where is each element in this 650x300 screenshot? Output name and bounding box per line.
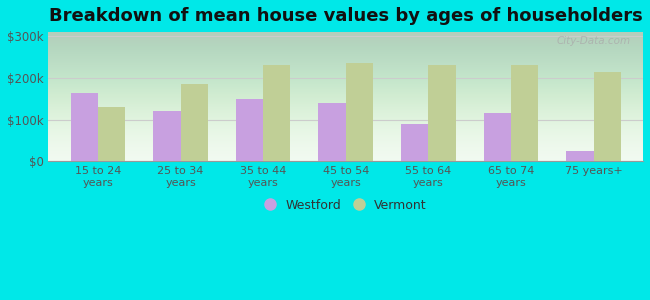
- Bar: [511, 65, 538, 161]
- Legend: Westford, Vermont: Westford, Vermont: [260, 194, 431, 217]
- Bar: [593, 72, 621, 161]
- Bar: [401, 124, 428, 161]
- Text: City-Data.com: City-Data.com: [557, 36, 631, 46]
- Bar: [428, 64, 456, 161]
- Bar: [484, 113, 511, 161]
- Bar: [346, 63, 373, 161]
- Title: Breakdown of mean house values by ages of householders: Breakdown of mean house values by ages o…: [49, 7, 643, 25]
- Bar: [566, 151, 593, 161]
- Bar: [98, 107, 125, 161]
- Bar: [153, 111, 181, 161]
- Bar: [263, 65, 291, 161]
- Bar: [236, 99, 263, 161]
- Bar: [71, 93, 98, 161]
- Bar: [318, 103, 346, 161]
- Bar: [181, 84, 208, 161]
